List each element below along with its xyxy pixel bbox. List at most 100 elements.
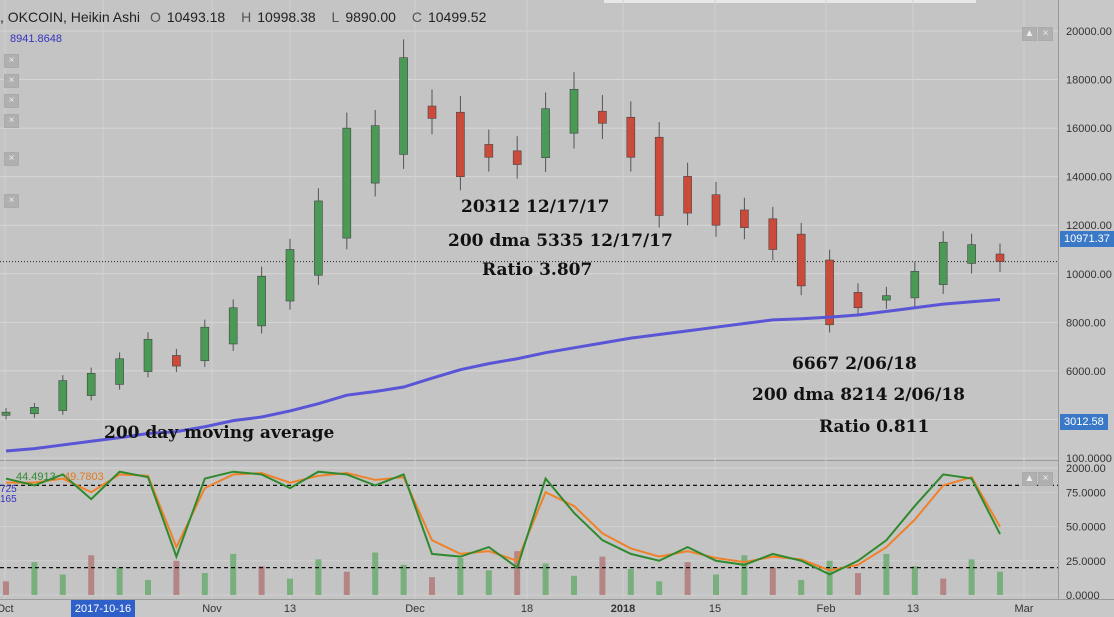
candle-body xyxy=(86,373,96,396)
close-indicator-icon[interactable]: × xyxy=(4,152,19,166)
candle-body xyxy=(143,339,153,372)
price-tick-label: 12000.00 xyxy=(1066,220,1112,232)
price-tick-label: 8000.00 xyxy=(1066,317,1106,329)
price-tick-label: 18000.00 xyxy=(1066,75,1112,87)
candle-body xyxy=(598,110,607,124)
close-indicator-icon[interactable]: × xyxy=(4,114,19,128)
volume-bar xyxy=(571,575,577,595)
volume-bar xyxy=(997,571,1003,595)
volume-bar xyxy=(514,551,521,595)
candle-body xyxy=(654,136,664,216)
volume-bar xyxy=(287,578,293,595)
candle-body xyxy=(512,150,522,165)
price-tick-label: 20000.00 xyxy=(1066,26,1112,38)
candle-body xyxy=(910,271,920,299)
volume-bar xyxy=(372,552,379,595)
time-tick-label: 13 xyxy=(284,603,296,615)
top-panel-edge xyxy=(604,0,976,3)
volume-bar xyxy=(315,559,322,595)
pane-close-icon[interactable]: × xyxy=(1038,27,1053,41)
candle-body xyxy=(569,88,579,134)
annotation-trough-ratio: Ratio 0.811 xyxy=(819,417,930,437)
price-scale xyxy=(1058,0,1114,600)
candle-body xyxy=(115,358,124,385)
osc-tick-label: 50.0000 xyxy=(1066,522,1106,534)
osc-pane-maximize-icon[interactable]: ▲ xyxy=(1022,472,1037,486)
volume-bar xyxy=(883,553,890,595)
candle-body xyxy=(626,116,636,158)
candle-body xyxy=(768,218,778,250)
candle-body xyxy=(541,108,550,158)
price-tick-label: 6000.00 xyxy=(1066,366,1106,378)
time-tick-label: 18 xyxy=(521,603,533,615)
candle-body xyxy=(484,144,494,158)
time-tick-label: 2017-10-16 xyxy=(75,603,131,615)
candle-body xyxy=(967,244,976,264)
time-tick-label: Feb xyxy=(817,603,836,615)
close-indicator-icon[interactable]: × xyxy=(4,94,19,108)
price-pane xyxy=(0,0,1058,460)
volume-bar xyxy=(627,568,634,595)
price-tick-label: 14000.00 xyxy=(1066,172,1112,184)
ma-price-tag: 3012.58 xyxy=(1060,414,1108,430)
candle-body xyxy=(172,355,181,367)
candle-body xyxy=(342,127,352,239)
time-tick-label: Nov xyxy=(202,603,222,615)
volume-bar xyxy=(741,555,748,595)
candle-body xyxy=(370,125,380,184)
pane-maximize-icon[interactable]: ▲ xyxy=(1022,27,1037,41)
time-tick-label: Dec xyxy=(405,603,425,615)
candle-body xyxy=(456,111,465,177)
volume-bar xyxy=(429,577,435,595)
osc-k-value: 44.4913 xyxy=(16,471,56,483)
osc-left-label-1: 725 xyxy=(0,484,17,495)
volume-bar xyxy=(656,581,663,595)
close-indicator-icon[interactable]: × xyxy=(4,74,19,88)
osc-pane-close-icon[interactable]: × xyxy=(1038,472,1053,486)
osc-tick-label: 25.0000 xyxy=(1066,556,1106,568)
volume-bar xyxy=(258,566,265,595)
annotation-peak-price: 20312 12/17/17 xyxy=(461,197,610,217)
volume-bar xyxy=(542,563,549,595)
candle-body xyxy=(711,194,721,226)
osc-tick-label: 100.0000 xyxy=(1066,453,1112,465)
volume-bar xyxy=(940,578,947,595)
last-price-tag: 10971.37 xyxy=(1060,231,1114,247)
close-indicator-icon[interactable]: × xyxy=(4,54,19,68)
candle-body xyxy=(228,307,238,345)
time-tick-label: 2018 xyxy=(611,603,635,615)
time-tick-label: 13 xyxy=(907,603,919,615)
candle-body xyxy=(995,253,1005,262)
volume-bar xyxy=(59,574,66,595)
volume-bar xyxy=(3,581,9,595)
volume-bar xyxy=(343,571,350,595)
symbol-label: , OKCOIN, Heikin Ashi xyxy=(0,9,141,25)
ohlc-high: H 10998.38 xyxy=(241,9,316,25)
volume-bar xyxy=(798,579,805,595)
volume-bar xyxy=(968,559,975,595)
candle-body xyxy=(58,380,68,411)
osc-tick-label: 0.0000 xyxy=(1066,590,1100,602)
volume-bar xyxy=(116,567,123,595)
volume-bar xyxy=(855,573,861,595)
ohlc-close: C 10499.52 xyxy=(411,9,487,25)
close-indicator-icon[interactable]: × xyxy=(4,194,19,208)
annotation-peak-ratio: Ratio 3.807 xyxy=(482,260,593,280)
price-tick-label: 16000.00 xyxy=(1066,123,1112,135)
volume-bar xyxy=(769,567,776,595)
volume-bar xyxy=(88,555,95,595)
time-tick-label: Oct xyxy=(0,603,14,615)
osc-tick-label: 75.0000 xyxy=(1066,487,1106,499)
volume-bar xyxy=(230,553,237,595)
candle-body xyxy=(1,411,11,416)
osc-d-value: 49.7803 xyxy=(64,471,104,483)
candle-body xyxy=(427,105,437,119)
annotation-peak-dma: 200 dma 5335 12/17/17 xyxy=(448,231,673,251)
volume-bar xyxy=(684,562,691,595)
annotation-trough-price: 6667 2/06/18 xyxy=(792,354,917,374)
volume-bar xyxy=(485,570,492,595)
volume-bar xyxy=(599,556,606,595)
candle-body xyxy=(853,292,863,309)
